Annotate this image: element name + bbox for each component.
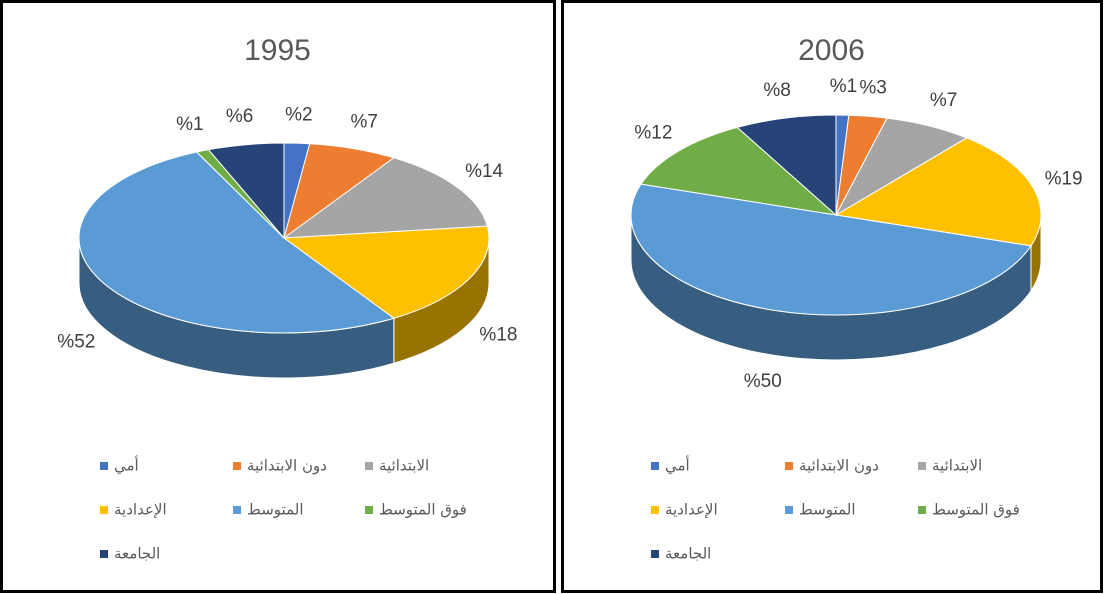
data-label: %2 [285,104,312,125]
slice [630,183,1032,316]
legend-label: الابتدائية [932,457,982,475]
data-label: %12 [634,122,672,143]
legend-label: أمي [665,456,690,476]
legend-label: فوق المتوسط [379,501,467,519]
legend-swatch [918,462,926,470]
data-label: %3 [859,78,886,99]
legend-label: الإعدادية [665,501,718,519]
slice [78,151,395,334]
legend-label: أمي [114,456,139,476]
data-label: %18 [479,324,517,345]
legend-swatch [785,462,793,470]
legend-swatch [651,506,659,514]
legend-swatch [233,506,241,514]
legend-label: المتوسط [247,501,304,519]
legend-swatch [651,462,659,470]
legend-label: دون الابتدائية [247,457,327,475]
slice [207,142,285,240]
legend-label: الجامعة [114,545,160,563]
legend-swatch [100,506,108,514]
legend-label: دون الابتدائية [799,457,879,475]
legend-swatch [100,550,108,558]
legend-swatch [365,462,373,470]
chart-title: 2006 [798,34,865,67]
data-label: %50 [744,371,782,392]
data-label: %7 [930,90,957,111]
data-label: %7 [351,111,378,132]
chart-title: 1995 [244,34,311,67]
legend-swatch [651,550,659,558]
legend-swatch [233,462,241,470]
legend-label: الجامعة [665,545,711,563]
legend-label: المتوسط [799,501,856,519]
slice [640,126,838,216]
data-label: %1 [176,114,203,135]
legend-swatch [918,506,926,514]
data-label: %1 [830,76,857,97]
data-label: %8 [763,80,790,101]
slice [282,225,490,319]
data-label: %19 [1045,168,1083,189]
slice [834,137,1042,247]
slice [736,114,837,217]
legend-label: فوق المتوسط [932,501,1020,519]
slice [282,157,489,239]
legend-swatch [365,506,373,514]
legend-label: الابتدائية [379,457,429,475]
legend-swatch [100,462,108,470]
data-label: %6 [226,106,253,127]
data-label: %52 [57,331,95,352]
data-label: %14 [465,161,503,182]
legend-label: الإعدادية [114,501,167,519]
legend-swatch [785,506,793,514]
